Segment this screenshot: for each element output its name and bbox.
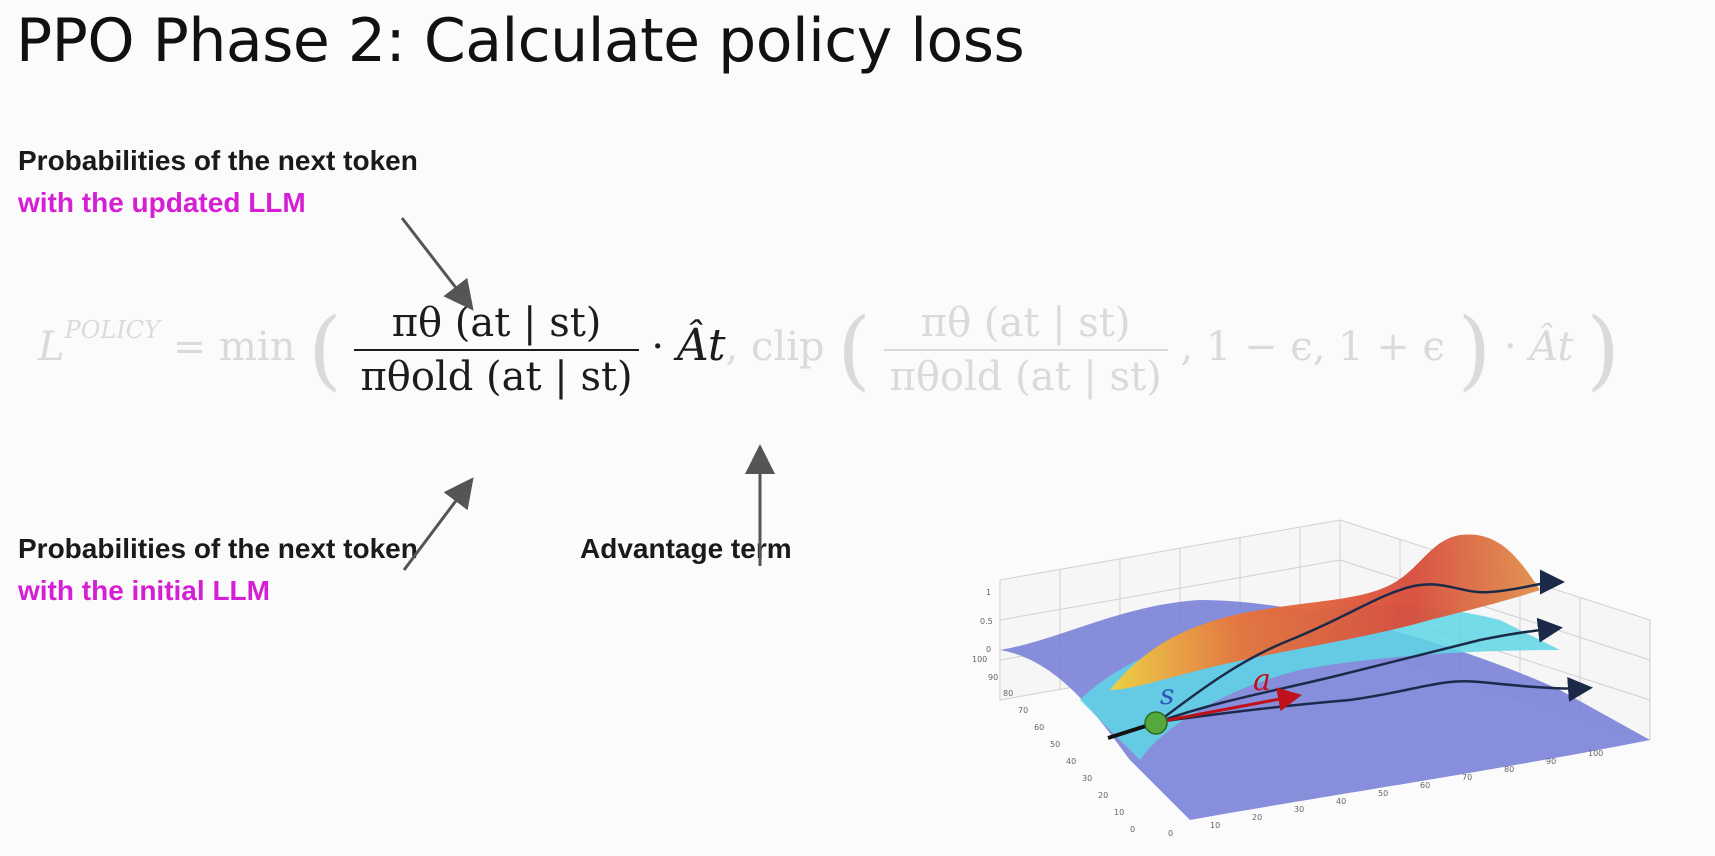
y-tick-7: 40 bbox=[1066, 757, 1076, 766]
x-tick-4: 30 bbox=[1294, 805, 1304, 814]
formula-clip-num: πθ (at | st) bbox=[920, 300, 1131, 346]
callout-updated-llm: Probabilities of the next token with the… bbox=[18, 140, 418, 224]
y-tick-3: 80 bbox=[1003, 689, 1013, 698]
y-tick-6: 50 bbox=[1050, 740, 1060, 749]
x-tick-5: 40 bbox=[1336, 797, 1346, 806]
formula-dot2: · bbox=[1503, 324, 1517, 370]
formula-advantage: Ât bbox=[676, 320, 726, 371]
x-tick-6: 50 bbox=[1378, 789, 1388, 798]
trajectory-history bbox=[1107, 722, 1153, 740]
z-tick-3: 0 bbox=[986, 645, 991, 654]
policy-loss-formula: LPOLICY = min ( πθ (at | st) πθold (at |… bbox=[38, 300, 1620, 400]
formula-lhs-sup: POLICY bbox=[64, 315, 161, 344]
state-label: s bbox=[1160, 678, 1174, 711]
y-tick-9: 20 bbox=[1098, 791, 1108, 800]
x-tick-10: 90 bbox=[1546, 757, 1556, 766]
formula-lhs: L bbox=[38, 324, 65, 370]
surface-ridge bbox=[1110, 534, 1540, 690]
x-tick-3: 20 bbox=[1252, 813, 1262, 822]
x-tick-1: 0 bbox=[1168, 829, 1173, 838]
formula-clip-bar bbox=[883, 349, 1168, 351]
z-tick-2: 0.5 bbox=[980, 617, 993, 626]
trajectory-lower bbox=[1157, 676, 1593, 724]
y-tick-5: 60 bbox=[1034, 723, 1044, 732]
callout-advantage: Advantage term bbox=[580, 528, 792, 570]
callout-initial-line1: Probabilities of the next token bbox=[18, 533, 418, 564]
action-label: a bbox=[1253, 663, 1271, 698]
callout-initial-line2: with the initial LLM bbox=[18, 575, 270, 606]
callout-initial-llm: Probabilities of the next token with the… bbox=[18, 528, 418, 612]
y-tick-1: 100 bbox=[972, 655, 987, 664]
formula-clip-ratio: πθ (at | st) πθold (at | st) bbox=[883, 300, 1168, 400]
trajectory-middle bbox=[1157, 617, 1563, 724]
x-tick-7: 60 bbox=[1420, 781, 1430, 790]
formula-advantage2: Ât bbox=[1529, 324, 1574, 370]
callout-advantage-label: Advantage term bbox=[580, 533, 792, 564]
y-tick-11: 0 bbox=[1130, 825, 1135, 834]
formula-clip-den: πθold (at | st) bbox=[889, 354, 1162, 400]
formula-dot: · bbox=[651, 324, 665, 370]
formula-ratio-bar bbox=[354, 349, 639, 351]
callout-updated-line2: with the updated LLM bbox=[18, 187, 306, 218]
y-tick-10: 10 bbox=[1114, 808, 1124, 817]
arrow-updated-llm bbox=[400, 217, 474, 311]
trajectory-upper bbox=[1157, 569, 1565, 723]
slide-title: PPO Phase 2: Calculate policy loss bbox=[16, 6, 1025, 76]
callout-updated-line1: Probabilities of the next token bbox=[18, 145, 418, 176]
y-tick-8: 30 bbox=[1082, 774, 1092, 783]
formula-ratio-num: πθ (at | st) bbox=[391, 300, 602, 346]
x-tick-9: 80 bbox=[1504, 765, 1514, 774]
state-point bbox=[1144, 711, 1168, 735]
x-tick-11: 100 bbox=[1588, 749, 1603, 758]
plot-ticks: 1 0.5 0 100 90 80 70 60 50 40 30 20 10 0… bbox=[972, 588, 1603, 838]
x-tick-2: 10 bbox=[1210, 821, 1220, 830]
z-tick-1: 1 bbox=[986, 588, 991, 597]
y-tick-2: 90 bbox=[988, 673, 998, 682]
formula-clip-close: ) bbox=[1457, 300, 1492, 400]
formula-ratio-den: πθold (at | st) bbox=[360, 354, 633, 400]
formula-ratio: πθ (at | st) πθold (at | st) bbox=[354, 300, 639, 400]
formula-clip-open: ( bbox=[837, 300, 871, 400]
formula-open-paren: ( bbox=[308, 300, 342, 400]
formula-clip-word: , clip bbox=[725, 324, 825, 370]
x-tick-8: 70 bbox=[1462, 773, 1472, 782]
formula-clip-bounds: , 1 − ϵ, 1 + ϵ bbox=[1180, 324, 1445, 370]
action-arrow bbox=[1157, 687, 1302, 724]
formula-close-paren: ) bbox=[1586, 300, 1620, 400]
y-tick-4: 70 bbox=[1018, 706, 1028, 715]
formula-equals-min: = min bbox=[172, 324, 296, 370]
arrow-initial-llm bbox=[402, 477, 474, 571]
